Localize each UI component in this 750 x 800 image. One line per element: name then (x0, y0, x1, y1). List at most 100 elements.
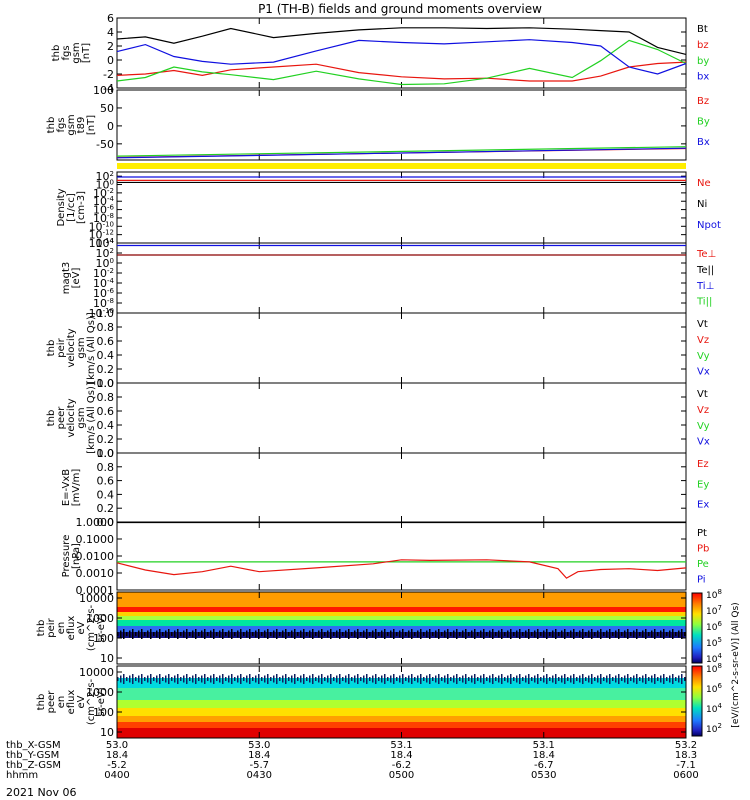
peir_spectrogram-speckle-mark (237, 630, 239, 638)
peer_spectrogram-speckle-mark (396, 677, 398, 681)
bmodel-legend-item: By (697, 117, 710, 128)
peir_spectrogram-speckle-mark (468, 632, 470, 636)
temperature-ytick-label: 102 (96, 247, 114, 260)
peir_spectrogram-speckle-mark (135, 632, 137, 636)
peer_spectrogram-speckle-mark (432, 677, 434, 681)
pressure-ylabel: [nPa] (71, 543, 82, 569)
peir_spectrogram-speckle-mark (447, 629, 449, 639)
peer_spectrogram-speckle-mark (258, 674, 260, 684)
peer_spectrogram-speckle-mark (300, 675, 302, 683)
peer_spectrogram-speckle-mark (510, 674, 512, 684)
peer_spectrogram-speckle-mark (390, 675, 392, 683)
peir_spectrogram-speckle-mark (567, 632, 569, 636)
peir_spectrogram-speckle-mark (189, 632, 191, 636)
peer_spectrogram-ytick-label: 10000 (79, 666, 114, 679)
peir_spectrogram-speckle-mark (366, 629, 368, 639)
bfield-ylabel: fgs (61, 45, 72, 60)
peir_spectrogram-ytick-label: 1000 (86, 612, 114, 625)
peir_spectrogram-speckle-mark (411, 629, 413, 639)
peir_spectrogram-speckle-mark (240, 629, 242, 639)
quality-flag-bar (117, 163, 686, 169)
peer_spectrogram-speckle-mark (378, 677, 380, 681)
peir_spectrogram-speckle-mark (570, 630, 572, 638)
peir_spectrogram-speckle-mark (627, 629, 629, 639)
pressure-ytick-label: 0.0010 (76, 567, 115, 580)
bmodel-legend-item: Bx (697, 137, 710, 148)
peir_spectrogram-speckle-mark (231, 629, 233, 639)
efield-ytick-label: 0.6 (97, 475, 115, 488)
density-legend-item: Ne (697, 178, 711, 189)
ephemeris-value: 0530 (531, 770, 556, 781)
peir_spectrogram-speckle-mark (120, 630, 122, 638)
peir_spectrogram-speckle-mark (357, 629, 359, 639)
ephemeris-value: -6.7 (534, 760, 554, 771)
peir_spectrogram-band-6 (117, 632, 686, 638)
peer_spectrogram-speckle-mark (387, 677, 389, 681)
peir_spectrogram-speckle-mark (372, 630, 374, 638)
peir_spectrogram-speckle-mark (675, 632, 677, 636)
peir_velocity-legend-item: Vy (697, 351, 710, 362)
peir_spectrogram-speckle-mark (126, 632, 128, 636)
peir_spectrogram-speckle-mark (663, 629, 665, 639)
ephemeris-value: 53.0 (106, 740, 128, 751)
peir_spectrogram-speckle-mark (303, 629, 305, 639)
peir_spectrogram-speckle-mark (312, 629, 314, 639)
peir_spectrogram-speckle-mark (207, 632, 209, 636)
peer_velocity-ytick-label: 0.8 (97, 391, 115, 404)
peir_spectrogram-speckle-mark (669, 630, 671, 638)
peer_velocity-ytick-label: 0.0 (97, 447, 115, 460)
peir_spectrogram-speckle-mark (273, 630, 275, 638)
peer_spectrogram-speckle-mark (126, 677, 128, 681)
peer_spectrogram-speckle-mark (219, 675, 221, 683)
peir_spectrogram-speckle-mark (264, 630, 266, 638)
pressure-legend-item: Pb (697, 543, 709, 554)
peer_spectrogram-speckle-mark (384, 674, 386, 684)
peir_velocity-ylabel: thb (46, 340, 57, 357)
peir_spectrogram-speckle-mark (225, 632, 227, 636)
pressure-ylabel: Pressure (61, 535, 72, 578)
peir_spectrogram-speckle-mark (171, 632, 173, 636)
peer_spectrogram-speckle-mark (141, 674, 143, 684)
peir_spectrogram-speckle-mark (450, 632, 452, 636)
peer_spectrogram-speckle-mark (456, 674, 458, 684)
peir_spectrogram-band-3 (117, 616, 686, 620)
ephemeris-value: 0430 (247, 770, 272, 781)
peer_spectrogram-speckle-mark (135, 677, 137, 681)
peir_velocity-legend-item: Vt (697, 319, 708, 330)
peer_spectrogram-speckle-mark (423, 677, 425, 681)
bmodel-ylabel: t89 (76, 117, 87, 134)
peer_spectrogram-speckle-mark (333, 677, 335, 681)
ephemeris-row-label: thb_Y-GSM (6, 750, 59, 761)
peir_spectrogram-speckle-mark (141, 629, 143, 639)
bfield-series-bz (116, 61, 687, 82)
pressure-legend-item: Pt (697, 528, 707, 539)
peir_spectrogram-band-2 (117, 612, 686, 616)
efield-legend-item: Ex (697, 500, 709, 511)
peer_spectrogram-speckle-mark (267, 674, 269, 684)
peer_spectrogram-speckle-mark (522, 677, 524, 681)
peer_spectrogram-speckle-mark (543, 675, 545, 683)
peer_spectrogram-speckle-mark (120, 675, 122, 683)
peer_spectrogram-speckle-mark (312, 674, 314, 684)
peir_spectrogram-speckle-mark (600, 629, 602, 639)
peir_spectrogram-speckle-mark (414, 632, 416, 636)
peir_spectrogram-speckle-mark (390, 630, 392, 638)
peir_spectrogram-speckle-mark (291, 630, 293, 638)
peir_spectrogram-speckle-mark (294, 629, 296, 639)
peer_spectrogram-ytick-label: 100 (93, 706, 114, 719)
peir_spectrogram-speckle-mark (561, 630, 563, 638)
peir_spectrogram-speckle-mark (234, 632, 236, 636)
peir_spectrogram-speckle-mark (261, 632, 263, 636)
peer_spectrogram-speckle-mark (492, 674, 494, 684)
pressure-legend-item: Pe (697, 559, 709, 570)
peer_spectrogram-speckle-mark (465, 674, 467, 684)
peer_spectrogram-speckle-mark (243, 677, 245, 681)
peir_spectrogram-speckle-mark (153, 632, 155, 636)
peir_spectrogram-speckle-mark (213, 629, 215, 639)
bmodel-ylabel: thb (46, 117, 57, 134)
colorbar-tick-label: 106 (706, 620, 722, 633)
peir_spectrogram-speckle-mark (420, 629, 422, 639)
peer_spectrogram-speckle-mark (528, 674, 530, 684)
peer_spectrogram-speckle-mark (444, 675, 446, 683)
ephemeris-value: 53.2 (675, 740, 697, 751)
